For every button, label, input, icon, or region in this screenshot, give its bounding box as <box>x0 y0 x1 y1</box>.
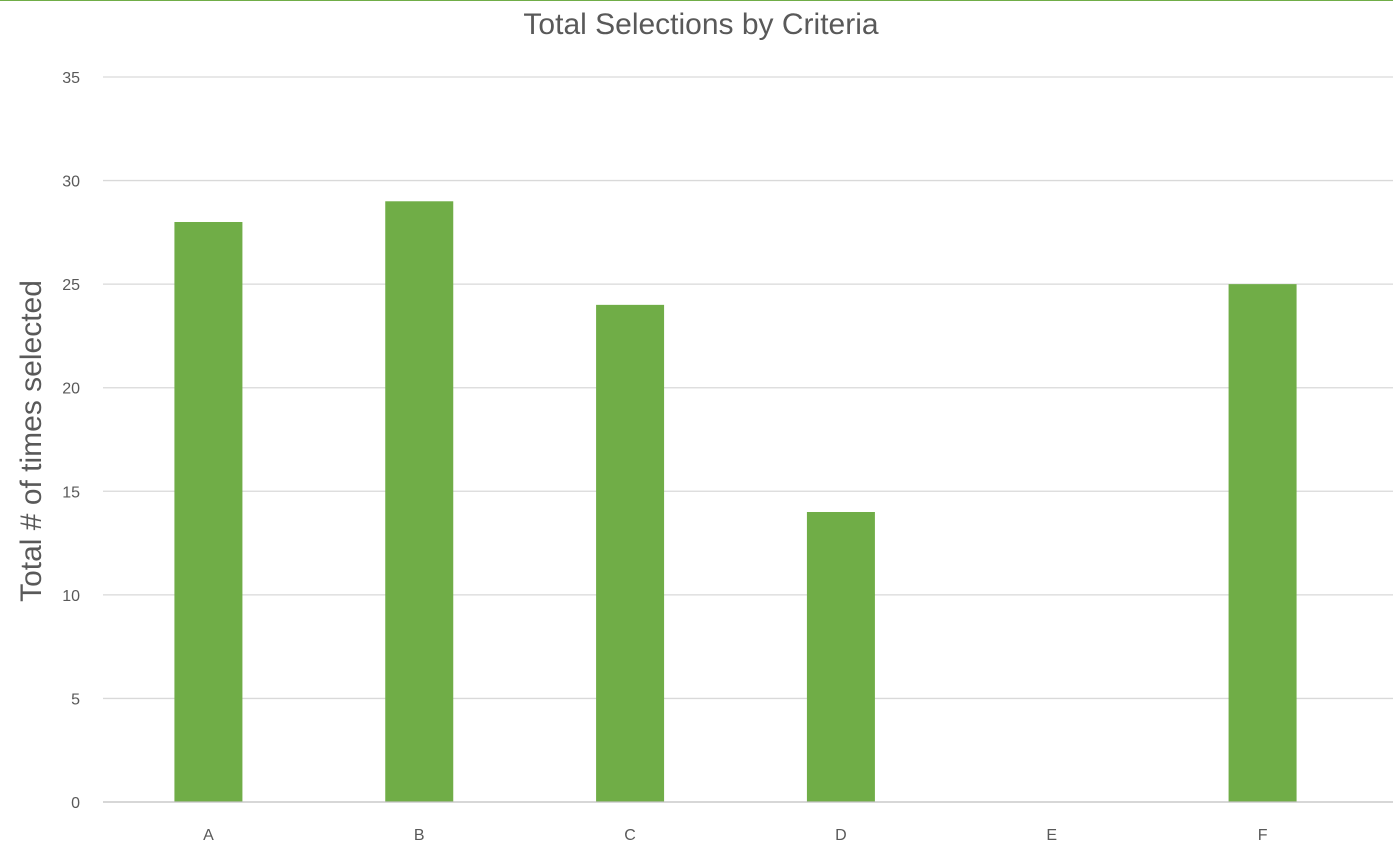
bar-F <box>1228 284 1297 803</box>
bar-D <box>806 512 875 802</box>
x-tick-label: E <box>1046 827 1057 844</box>
y-tick-label: 35 <box>62 70 80 87</box>
bar-B <box>385 201 454 803</box>
y-tick-label: 20 <box>62 381 80 398</box>
y-tick-labels: 0 5 10 15 20 25 30 35 <box>62 70 80 812</box>
chart-title: Total Selections by Criteria <box>523 8 878 41</box>
y-tick-label: 30 <box>62 174 80 191</box>
x-tick-label: A <box>203 827 214 844</box>
y-tick-label: 15 <box>62 484 80 501</box>
bar-C <box>596 304 665 802</box>
y-tick-label: 0 <box>71 795 80 812</box>
x-tick-label: C <box>624 827 636 844</box>
y-tick-label: 25 <box>62 277 80 294</box>
x-tick-label: D <box>835 827 847 844</box>
gridlines <box>103 76 1393 700</box>
bars <box>174 201 1297 803</box>
x-tick-label: B <box>414 827 425 844</box>
bar-A <box>174 222 243 802</box>
x-tick-labels: A B C D E F <box>203 827 1268 844</box>
y-tick-label: 10 <box>62 588 80 605</box>
x-tick-label: F <box>1258 827 1268 844</box>
y-tick-label: 5 <box>71 691 80 708</box>
y-axis-label: Total # of times selected <box>15 280 48 602</box>
